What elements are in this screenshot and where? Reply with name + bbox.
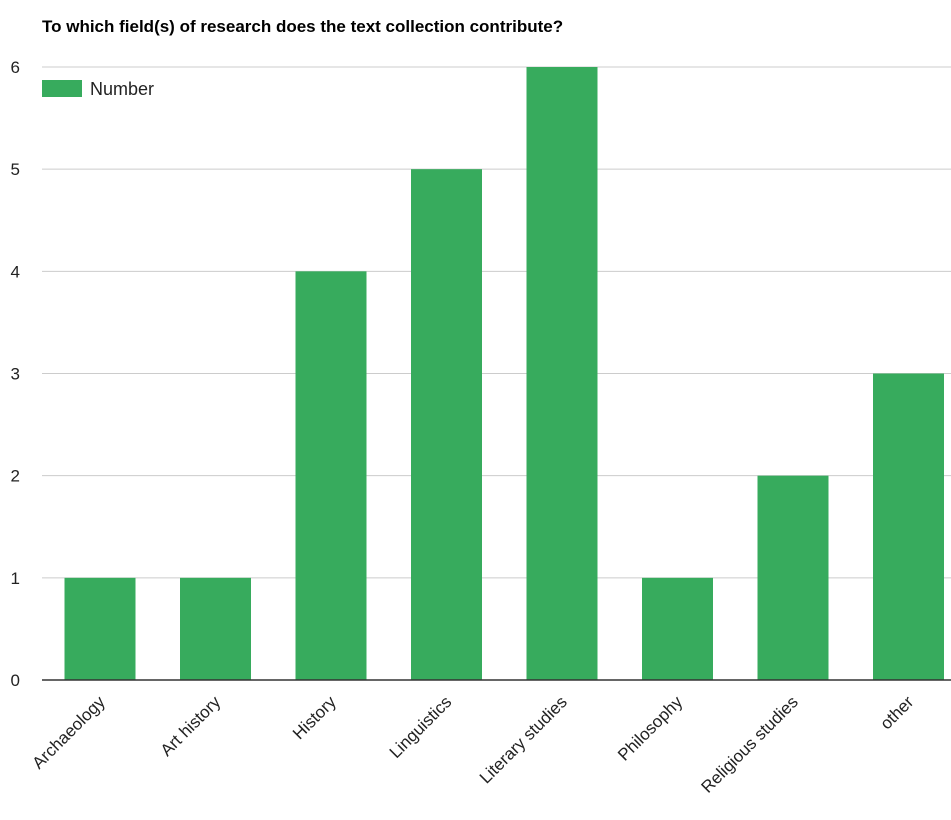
bar-literary-studies (526, 67, 598, 680)
bar-other (873, 373, 944, 680)
y-tick-label: 2 (11, 467, 20, 486)
legend-swatch-number (42, 80, 82, 97)
bar-archaeology (64, 577, 136, 680)
x-tick-label: other (876, 692, 917, 733)
legend: Number (42, 79, 154, 99)
bar-religious-studies (757, 475, 829, 680)
bar-art-history (180, 577, 251, 680)
bar-history (295, 271, 367, 680)
y-tick-label: 0 (11, 671, 20, 690)
y-tick-label: 6 (11, 58, 20, 77)
x-tick-label: Literary studies (476, 692, 571, 787)
y-tick-label: 5 (11, 160, 20, 179)
y-axis-tick-labels: 0 1 2 3 4 5 6 (11, 58, 20, 690)
x-tick-label: Archaeology (29, 692, 110, 773)
bar-linguistics (411, 169, 482, 680)
y-tick-label: 1 (11, 569, 20, 588)
x-tick-label: Linguistics (386, 692, 456, 762)
x-axis-tick-labels: Archaeology Art history History Linguistics… (29, 692, 918, 797)
x-tick-label: History (289, 692, 340, 743)
y-tick-label: 3 (11, 365, 20, 384)
y-tick-label: 4 (11, 262, 20, 281)
x-tick-label: Religious studies (698, 692, 802, 796)
legend-label-number: Number (90, 79, 154, 99)
x-tick-label: Art history (157, 692, 225, 760)
chart-title: To which field(s) of research does the t… (42, 17, 563, 36)
bar-philosophy (642, 577, 713, 680)
x-tick-label: Philosophy (614, 692, 687, 765)
bars (64, 67, 944, 680)
